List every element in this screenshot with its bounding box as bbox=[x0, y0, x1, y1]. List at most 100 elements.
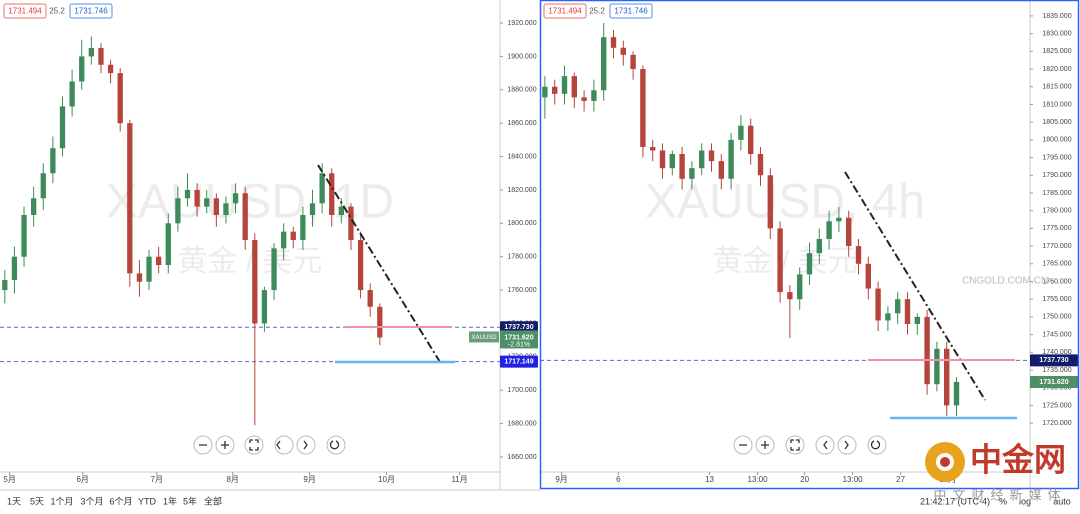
y-tick-label: 1770.000 bbox=[1042, 243, 1071, 250]
candle-body bbox=[281, 231, 287, 249]
candle-body bbox=[127, 123, 133, 274]
scroll-left-button[interactable] bbox=[274, 435, 294, 455]
y-tick-label: 1765.000 bbox=[1042, 261, 1071, 268]
range-button[interactable]: 6个月 bbox=[109, 496, 132, 506]
candle-body bbox=[357, 240, 364, 291]
range-button[interactable]: 1年 bbox=[163, 495, 177, 506]
candle-body bbox=[895, 299, 901, 314]
logo-icon bbox=[940, 457, 950, 467]
candle-body bbox=[659, 150, 666, 169]
scale-option[interactable]: % bbox=[999, 496, 1007, 506]
y-tick-label: 1740.000 bbox=[1042, 349, 1071, 356]
symbol-tag bbox=[469, 331, 499, 343]
x-tick-label: 13:00 bbox=[843, 475, 864, 484]
y-tick-label: 1775.000 bbox=[1042, 225, 1071, 232]
y-tick-label: 1760.000 bbox=[1042, 278, 1071, 285]
candle-body bbox=[165, 223, 171, 266]
change-label: -2.81% bbox=[508, 341, 530, 348]
price-tag-label: 1737.730 bbox=[504, 324, 533, 331]
time-label: 21:42:17 (UTC-4) bbox=[920, 496, 990, 506]
range-button[interactable]: YTD bbox=[138, 496, 157, 506]
last-price-label: 1731.620 bbox=[1039, 379, 1068, 386]
y-tick-label: 1825.000 bbox=[1042, 48, 1071, 55]
y-tick-label: 1820.000 bbox=[1042, 66, 1071, 73]
range-button[interactable]: 5天 bbox=[30, 496, 44, 506]
candle-body bbox=[620, 47, 626, 55]
candle-body bbox=[367, 290, 373, 307]
candle-body bbox=[271, 248, 277, 291]
candle-body bbox=[300, 214, 306, 241]
price-tag bbox=[1030, 354, 1078, 367]
reset-button[interactable] bbox=[867, 435, 887, 455]
candle-body bbox=[184, 189, 191, 199]
candle-body bbox=[650, 146, 656, 151]
y-tick-label: 1730.000 bbox=[1042, 385, 1071, 392]
price-tag-label: 1717.149 bbox=[504, 358, 533, 365]
candle-body bbox=[223, 203, 229, 215]
candle-body bbox=[679, 154, 685, 179]
bid-box bbox=[543, 3, 587, 19]
logo-name: 中金网 bbox=[970, 441, 1066, 477]
scroll-right-button[interactable] bbox=[837, 435, 857, 455]
candle-body bbox=[348, 206, 354, 241]
x-tick-label: 7月 bbox=[151, 475, 163, 484]
candle-body bbox=[640, 69, 646, 147]
candle-body bbox=[826, 221, 832, 239]
scale-option[interactable]: auto bbox=[1053, 496, 1071, 506]
y-tick-label: 1830.000 bbox=[1042, 30, 1071, 37]
y-tick-label: 1745.000 bbox=[1042, 331, 1071, 338]
candle-body bbox=[261, 290, 268, 324]
watermark: XAUUSD, 4h bbox=[645, 176, 925, 229]
charts: XAUUSD, 1D 黄金 / 美元 1660.000 1680.000 1700.00… bbox=[0, 3, 1078, 484]
candle-body bbox=[836, 217, 842, 222]
fit-button[interactable] bbox=[785, 435, 805, 455]
candle-body bbox=[561, 76, 568, 94]
y-tick-label: 1880.000 bbox=[507, 87, 536, 94]
candle-body bbox=[953, 381, 960, 406]
candle-body bbox=[213, 198, 219, 215]
reset-button[interactable] bbox=[326, 435, 346, 455]
y-tick-label: 1725.000 bbox=[1042, 402, 1071, 409]
range-button[interactable]: 1个月 bbox=[50, 496, 73, 506]
x-tick-label: 27 bbox=[896, 475, 905, 484]
fit-button[interactable] bbox=[244, 435, 264, 455]
y-tick-label: 1835.000 bbox=[1042, 13, 1071, 20]
scroll-left-button[interactable] bbox=[815, 435, 835, 455]
ask-box bbox=[69, 3, 113, 19]
range-button[interactable]: 1天 bbox=[7, 496, 21, 506]
candle-body bbox=[175, 198, 181, 224]
candle-body bbox=[107, 64, 114, 74]
candle-body bbox=[194, 189, 200, 207]
candle-body bbox=[816, 239, 822, 254]
y-tick-label: 1780.000 bbox=[1042, 208, 1071, 215]
y-tick-label: 1800.000 bbox=[1042, 137, 1071, 144]
y-tick-label: 1755.000 bbox=[1042, 296, 1071, 303]
y-tick-label: 1680.000 bbox=[507, 420, 536, 427]
candle-body bbox=[699, 150, 705, 169]
y-tick-label: 1815.000 bbox=[1042, 84, 1071, 91]
symbol-label: XAUUSD bbox=[471, 335, 497, 341]
range-button[interactable]: 全部 bbox=[204, 495, 222, 506]
bid: 1731.494 bbox=[548, 7, 582, 16]
x-tick-label: 20 bbox=[800, 475, 809, 484]
candle-body bbox=[2, 280, 8, 291]
watermark-sub: 黄金 / 美元 bbox=[177, 245, 322, 278]
candle-body bbox=[934, 348, 940, 385]
range-button[interactable]: 5年 bbox=[183, 495, 197, 506]
candle-body bbox=[542, 86, 548, 98]
bid-box bbox=[3, 3, 47, 19]
range-button[interactable]: 3个月 bbox=[80, 496, 103, 506]
candle-body bbox=[338, 206, 344, 215]
candle-body bbox=[552, 86, 558, 94]
candle-body bbox=[79, 56, 85, 82]
y-tick-label: 1790.000 bbox=[1042, 172, 1071, 179]
x-tick-label: 8月 bbox=[226, 475, 238, 484]
candle-body bbox=[728, 139, 734, 179]
y-tick-label: 1840.000 bbox=[507, 153, 536, 160]
candle-body bbox=[904, 299, 911, 324]
scale-option[interactable]: log bbox=[1019, 496, 1031, 506]
y-tick-label: 1860.000 bbox=[507, 120, 536, 127]
scroll-right-button[interactable] bbox=[296, 435, 316, 455]
candle-body bbox=[290, 231, 296, 241]
